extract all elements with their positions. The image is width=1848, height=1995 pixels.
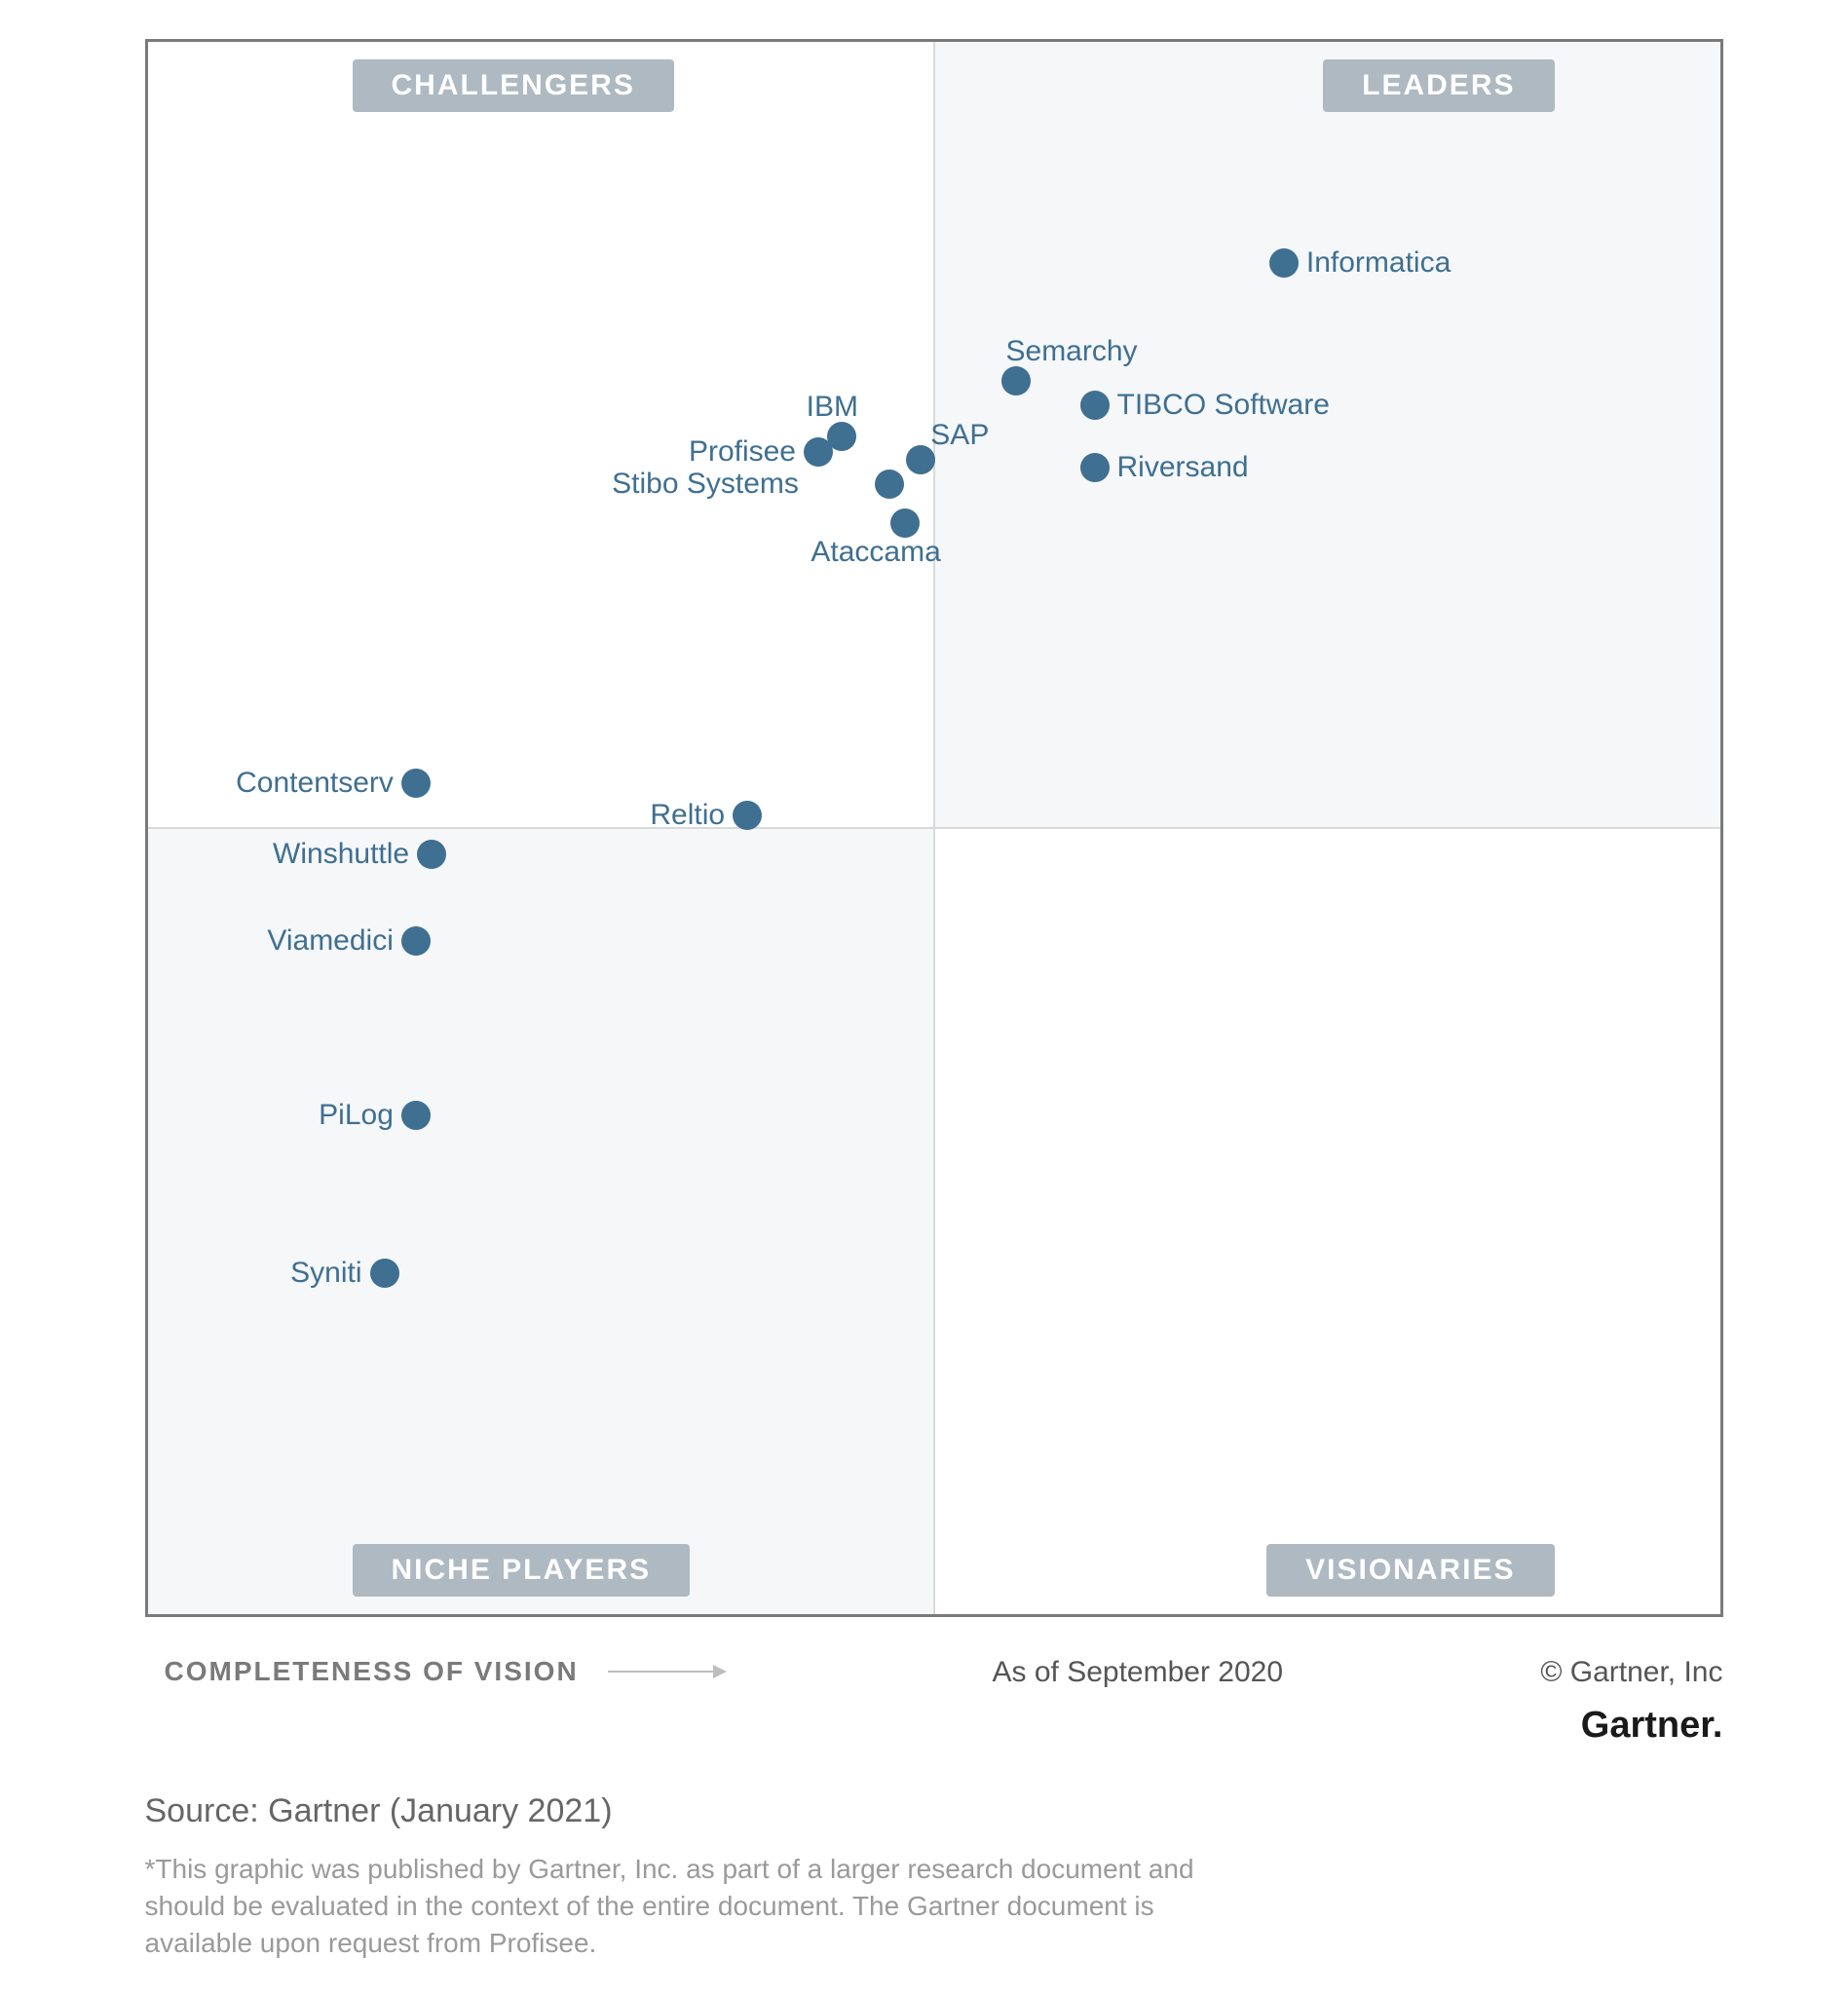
x-axis-label: COMPLETENESS OF VISION bbox=[165, 1656, 725, 1687]
disclaimer-text: *This graphic was published by Gartner, … bbox=[145, 1851, 1217, 1961]
data-point-label: PiLog bbox=[319, 1099, 394, 1132]
data-point-label: Ataccama bbox=[811, 536, 940, 569]
plot-area: CHALLENGERS LEADERS NICHE PLAYERS VISION… bbox=[145, 39, 1723, 1617]
data-point bbox=[1080, 391, 1110, 420]
data-point bbox=[733, 801, 762, 830]
quadrant-label-challengers: CHALLENGERS bbox=[353, 59, 674, 112]
data-point bbox=[401, 769, 431, 798]
grid-horizontal bbox=[148, 827, 1720, 829]
leaders-shade bbox=[934, 42, 1720, 828]
data-point bbox=[875, 470, 904, 499]
data-point bbox=[804, 437, 833, 467]
data-point bbox=[401, 926, 431, 956]
data-point bbox=[417, 840, 446, 869]
gartner-brand: Gartner. bbox=[1581, 1705, 1723, 1747]
data-point-label: Semarchy bbox=[1006, 335, 1138, 368]
x-axis-text: COMPLETENESS OF VISION bbox=[165, 1656, 579, 1687]
data-point-label: SAP bbox=[930, 419, 989, 452]
data-point bbox=[370, 1259, 399, 1288]
x-axis-arrow-icon bbox=[608, 1671, 725, 1673]
quadrant-label-niche: NICHE PLAYERS bbox=[353, 1544, 691, 1597]
data-point bbox=[1001, 366, 1031, 395]
data-point-label: Riversand bbox=[1117, 451, 1249, 484]
data-point bbox=[1269, 248, 1299, 278]
quadrant-label-visionaries: VISIONARIES bbox=[1266, 1544, 1554, 1597]
data-point bbox=[401, 1101, 431, 1130]
data-point-label: IBM bbox=[807, 391, 858, 424]
data-point-label: Contentserv bbox=[236, 767, 394, 800]
data-point-label: Reltio bbox=[650, 799, 725, 832]
data-point-label: Syniti bbox=[290, 1257, 361, 1290]
copyright-text: © Gartner, Inc bbox=[1540, 1656, 1722, 1689]
data-point-label: Informatica bbox=[1306, 246, 1451, 280]
data-point-label: Viamedici bbox=[267, 924, 394, 958]
source-text: Source: Gartner (January 2021) bbox=[145, 1792, 613, 1830]
date-stamp: As of September 2020 bbox=[993, 1656, 1284, 1689]
data-point-label: Stibo Systems bbox=[612, 468, 799, 501]
data-point-label: Profisee bbox=[689, 435, 796, 469]
data-point bbox=[1080, 453, 1110, 482]
niche-shade bbox=[148, 828, 934, 1614]
data-point bbox=[890, 508, 920, 538]
quadrant-label-leaders: LEADERS bbox=[1323, 59, 1554, 112]
data-point-label: TIBCO Software bbox=[1117, 389, 1330, 422]
data-point-label: Winshuttle bbox=[273, 838, 409, 871]
